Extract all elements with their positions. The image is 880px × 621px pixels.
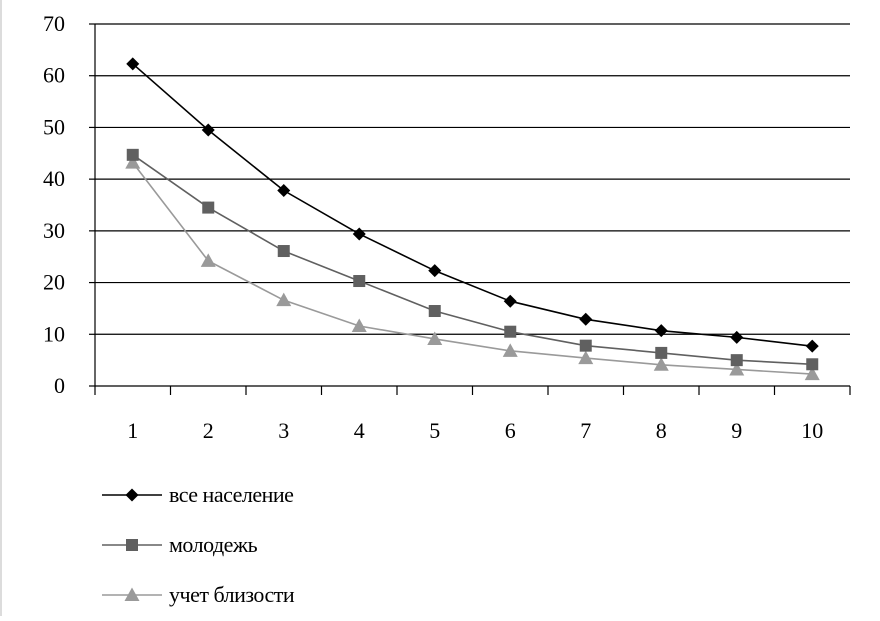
legend-marker: [125, 488, 139, 502]
data-point: [202, 201, 215, 214]
legend-item: молодежь: [102, 532, 258, 557]
legend-item: все население: [102, 482, 294, 507]
data-point: [428, 305, 441, 318]
series-1: [126, 148, 819, 371]
legend-label: учет близости: [169, 582, 295, 607]
legend-marker: [124, 587, 140, 601]
x-tick-label: 5: [429, 418, 440, 443]
data-point: [729, 361, 745, 376]
y-tick-label: 60: [43, 63, 65, 88]
data-point: [201, 123, 215, 137]
data-point: [504, 325, 517, 338]
x-tick-label: 6: [505, 418, 516, 443]
data-point: [579, 312, 593, 326]
x-tick-label: 10: [801, 418, 823, 443]
x-tick-label: 1: [127, 418, 138, 443]
axes: [89, 23, 851, 395]
x-tick-label: 2: [203, 418, 214, 443]
x-tick-label: 9: [731, 418, 742, 443]
x-tick-label: 4: [354, 418, 365, 443]
data-point: [655, 346, 668, 359]
legend-marker: [126, 539, 138, 551]
series-line: [132, 162, 813, 375]
series-line: [132, 154, 813, 366]
x-tick-label: 8: [656, 418, 667, 443]
series: [125, 57, 820, 381]
data-point: [730, 330, 744, 344]
data-point: [579, 339, 592, 352]
x-tick-label: 7: [580, 418, 591, 443]
data-point: [351, 318, 367, 333]
data-point: [352, 227, 366, 241]
data-point: [200, 253, 216, 267]
grid-lines: [95, 23, 850, 335]
y-tick-label: 70: [43, 11, 65, 36]
y-tick-label: 0: [54, 373, 65, 398]
data-point: [805, 339, 819, 353]
y-tick-label: 10: [43, 321, 65, 346]
data-point: [353, 275, 366, 288]
y-tick-labels: 0 10 20 30 40 50 60 70: [43, 11, 65, 398]
series-0: [126, 57, 819, 353]
legend: все население молодежь учет близости: [102, 482, 295, 607]
legend-label: все население: [169, 482, 293, 507]
data-point: [502, 343, 518, 357]
data-point: [277, 184, 291, 198]
data-point: [503, 294, 517, 308]
y-tick-label: 20: [43, 270, 65, 295]
y-tick-label: 30: [43, 218, 65, 243]
data-point: [578, 350, 594, 365]
y-tick-label: 40: [43, 166, 65, 191]
series-2: [125, 155, 820, 381]
data-point: [806, 358, 819, 371]
series-line: [132, 63, 813, 347]
data-point: [428, 264, 442, 278]
legend-item: учет близости: [102, 582, 295, 607]
data-point: [653, 357, 669, 371]
data-point: [427, 331, 443, 345]
data-point: [126, 57, 140, 71]
data-point: [277, 245, 290, 258]
x-tick-label: 3: [278, 418, 289, 443]
data-point: [126, 148, 139, 161]
data-point: [804, 366, 820, 381]
data-point: [276, 292, 292, 307]
y-tick-label: 50: [43, 114, 65, 139]
data-point: [125, 155, 141, 169]
data-point: [730, 354, 743, 367]
legend-label: молодежь: [169, 532, 258, 557]
data-point: [654, 324, 668, 338]
x-tick-labels: 1 2 3 4 5 6 7 8 9 10: [127, 418, 823, 443]
